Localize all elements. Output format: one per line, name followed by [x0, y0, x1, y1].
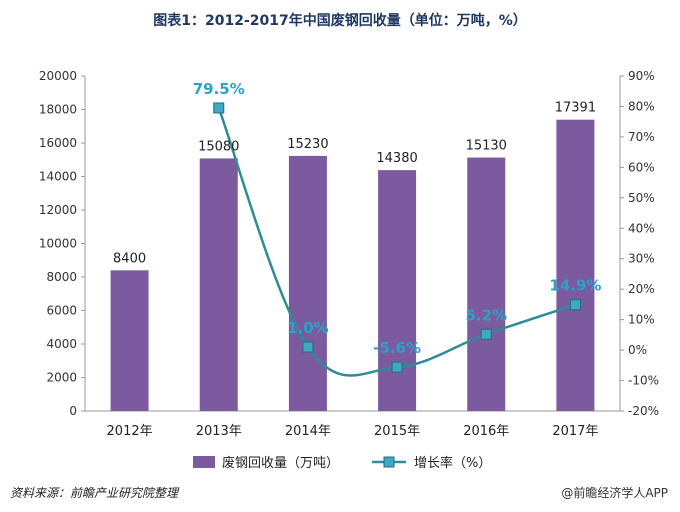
left-tick-label: 16000 [39, 136, 77, 150]
right-tick-label: 50% [628, 191, 655, 205]
left-tick-label: 4000 [46, 337, 77, 351]
x-tick-label: 2012年 [107, 424, 153, 439]
x-tick-label: 2013年 [196, 424, 242, 439]
growth-point [302, 341, 314, 353]
bar [110, 270, 149, 411]
left-tick-label: 10000 [39, 237, 77, 251]
right-tick-label: 30% [628, 252, 655, 266]
x-tick-label: 2015年 [374, 424, 420, 439]
source-note: 资料来源：前瞻产业研究院整理 [10, 486, 179, 500]
legend-bar-swatch [193, 456, 215, 468]
right-tick-label: -10% [628, 374, 659, 388]
growth-label: 79.5% [193, 80, 245, 98]
right-tick-label: 60% [628, 160, 655, 174]
growth-point [391, 361, 403, 373]
right-tick-label: 70% [628, 130, 655, 144]
bar-value-label: 14380 [376, 151, 417, 166]
right-tick-label: 10% [628, 313, 655, 327]
bar-value-label: 15130 [466, 139, 507, 154]
right-tick-label: -20% [628, 404, 659, 418]
growth-point [480, 328, 492, 340]
left-tick-label: 18000 [39, 103, 77, 117]
legend-line-marker [383, 456, 395, 468]
left-tick-label: 14000 [39, 170, 77, 184]
growth-label: 1.0% [287, 319, 329, 337]
left-tick-label: 20000 [39, 69, 77, 83]
growth-label: 14.9% [549, 277, 601, 295]
right-tick-label: 90% [628, 69, 655, 83]
left-tick-label: 2000 [46, 371, 77, 385]
left-tick-label: 8000 [46, 270, 77, 284]
bar-value-label: 15080 [198, 139, 239, 154]
left-tick-label: 12000 [39, 203, 77, 217]
bar [199, 158, 238, 411]
left-tick-label: 0 [69, 404, 77, 418]
growth-point [569, 299, 581, 311]
growth-point [213, 102, 225, 114]
legend-line-label: 增长率（%） [414, 455, 491, 471]
right-tick-label: 40% [628, 221, 655, 235]
x-tick-label: 2017年 [552, 424, 598, 439]
bar-value-label: 17391 [555, 101, 596, 116]
bar-value-label: 15230 [287, 137, 328, 152]
bar [556, 119, 595, 412]
bar-value-label: 8400 [113, 251, 146, 266]
chart-title: 图表1：2012-2017年中国废钢回收量（单位：万吨，%） [153, 13, 527, 29]
right-tick-label: 80% [628, 99, 655, 113]
legend-bar-label: 废钢回收量（万吨） [222, 455, 339, 471]
bar [467, 157, 506, 411]
growth-label: -5.6% [373, 339, 421, 357]
growth-line [217, 107, 576, 377]
right-tick-label: 20% [628, 282, 655, 296]
credit-note: @前瞻经济学人APP [561, 486, 668, 500]
x-tick-label: 2016年 [463, 424, 509, 439]
bar [378, 170, 417, 411]
bar [288, 155, 327, 411]
x-tick-label: 2014年 [285, 424, 331, 439]
left-tick-label: 6000 [46, 304, 77, 318]
growth-label: 5.2% [465, 306, 507, 324]
right-tick-label: 0% [628, 343, 647, 357]
